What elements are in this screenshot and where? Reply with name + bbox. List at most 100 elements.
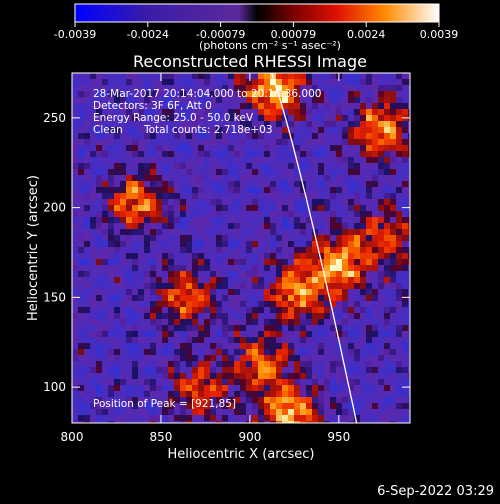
heatmap-cell — [360, 139, 366, 145]
heatmap-cell — [378, 271, 384, 277]
heatmap-cell — [150, 265, 156, 271]
heatmap-cell — [288, 259, 294, 265]
heatmap-cell — [210, 343, 216, 349]
heatmap-cell — [396, 133, 402, 139]
heatmap-cell — [270, 121, 276, 127]
heatmap-cell — [192, 235, 198, 241]
heatmap-cell — [222, 151, 228, 157]
heatmap-cell — [78, 133, 84, 139]
heatmap-cell — [384, 235, 390, 241]
heatmap-cell — [408, 307, 410, 313]
heatmap-cell — [324, 187, 330, 193]
heatmap-cell — [78, 241, 84, 247]
heatmap-cell — [150, 271, 156, 277]
heatmap-cell — [276, 103, 282, 109]
heatmap-cell — [390, 349, 396, 355]
heatmap-cell — [258, 313, 264, 319]
heatmap-cell — [360, 85, 366, 91]
heatmap-cell — [144, 145, 150, 151]
heatmap-cell — [228, 145, 234, 151]
heatmap-cell — [330, 379, 336, 385]
heatmap-cell — [312, 109, 318, 115]
heatmap-cell — [156, 397, 162, 403]
heatmap-cell — [372, 331, 378, 337]
heatmap-cell — [240, 151, 246, 157]
heatmap-cell — [276, 409, 282, 415]
heatmap-cell — [372, 139, 378, 145]
heatmap-cell — [306, 145, 312, 151]
heatmap-cell — [138, 265, 144, 271]
heatmap-cell — [150, 211, 156, 217]
heatmap-cell — [162, 121, 168, 127]
heatmap-cell — [312, 385, 318, 391]
heatmap-cell — [150, 175, 156, 181]
heatmap-cell — [162, 247, 168, 253]
heatmap-cell — [258, 157, 264, 163]
heatmap-cell — [318, 121, 324, 127]
heatmap-cell — [120, 367, 126, 373]
heatmap-cell — [312, 349, 318, 355]
heatmap-cell — [120, 415, 126, 421]
heatmap-cell — [342, 169, 348, 175]
heatmap-cell — [294, 79, 300, 85]
heatmap-cell — [384, 397, 390, 403]
heatmap-cell — [204, 157, 210, 163]
heatmap-cell — [258, 211, 264, 217]
heatmap-cell — [192, 157, 198, 163]
heatmap-cell — [264, 217, 270, 223]
heatmap-cell — [324, 331, 330, 337]
heatmap-cell — [396, 421, 402, 423]
heatmap-cell — [216, 361, 222, 367]
heatmap-cell — [186, 115, 192, 121]
heatmap-cell — [372, 121, 378, 127]
heatmap-cell — [318, 151, 324, 157]
heatmap-cell — [204, 415, 210, 421]
heatmap-cell — [96, 385, 102, 391]
heatmap-cell — [90, 301, 96, 307]
heatmap-cell — [180, 361, 186, 367]
heatmap-cell — [366, 289, 372, 295]
heatmap-cell — [360, 97, 366, 103]
heatmap-cell — [210, 145, 216, 151]
heatmap-cell — [324, 205, 330, 211]
heatmap-cell — [294, 373, 300, 379]
heatmap-cell — [198, 193, 204, 199]
heatmap-cell — [246, 331, 252, 337]
heatmap-cell — [108, 139, 114, 145]
heatmap-cell — [372, 115, 378, 121]
heatmap-cell — [210, 379, 216, 385]
heatmap-cell — [318, 403, 324, 409]
heatmap-cell — [264, 199, 270, 205]
heatmap-cell — [336, 289, 342, 295]
heatmap-cell — [120, 229, 126, 235]
heatmap-cell — [306, 79, 312, 85]
heatmap-cell — [324, 91, 330, 97]
heatmap-cell — [120, 235, 126, 241]
heatmap-cell — [294, 319, 300, 325]
heatmap-cell — [402, 169, 408, 175]
heatmap-cell — [114, 115, 120, 121]
heatmap-cell — [294, 121, 300, 127]
heatmap-cell — [384, 103, 390, 109]
heatmap-cell — [312, 283, 318, 289]
heatmap-cell — [78, 247, 84, 253]
colorbar-tick-label: 0.0039 — [420, 28, 459, 41]
heatmap-cell — [120, 187, 126, 193]
heatmap-cell — [318, 187, 324, 193]
heatmap-cell — [318, 355, 324, 361]
heatmap-cell — [402, 193, 408, 199]
heatmap-cell — [270, 127, 276, 133]
heatmap-cell — [150, 259, 156, 265]
heatmap-cell — [366, 403, 372, 409]
heatmap-cell — [342, 385, 348, 391]
heatmap-cell — [102, 301, 108, 307]
heatmap-cell — [354, 265, 360, 271]
heatmap-cell — [204, 247, 210, 253]
heatmap-cell — [204, 403, 210, 409]
heatmap-cell — [336, 139, 342, 145]
heatmap-cell — [126, 97, 132, 103]
heatmap-cell — [156, 127, 162, 133]
heatmap-cell — [96, 325, 102, 331]
heatmap-cell — [258, 367, 264, 373]
heatmap-cell — [114, 337, 120, 343]
